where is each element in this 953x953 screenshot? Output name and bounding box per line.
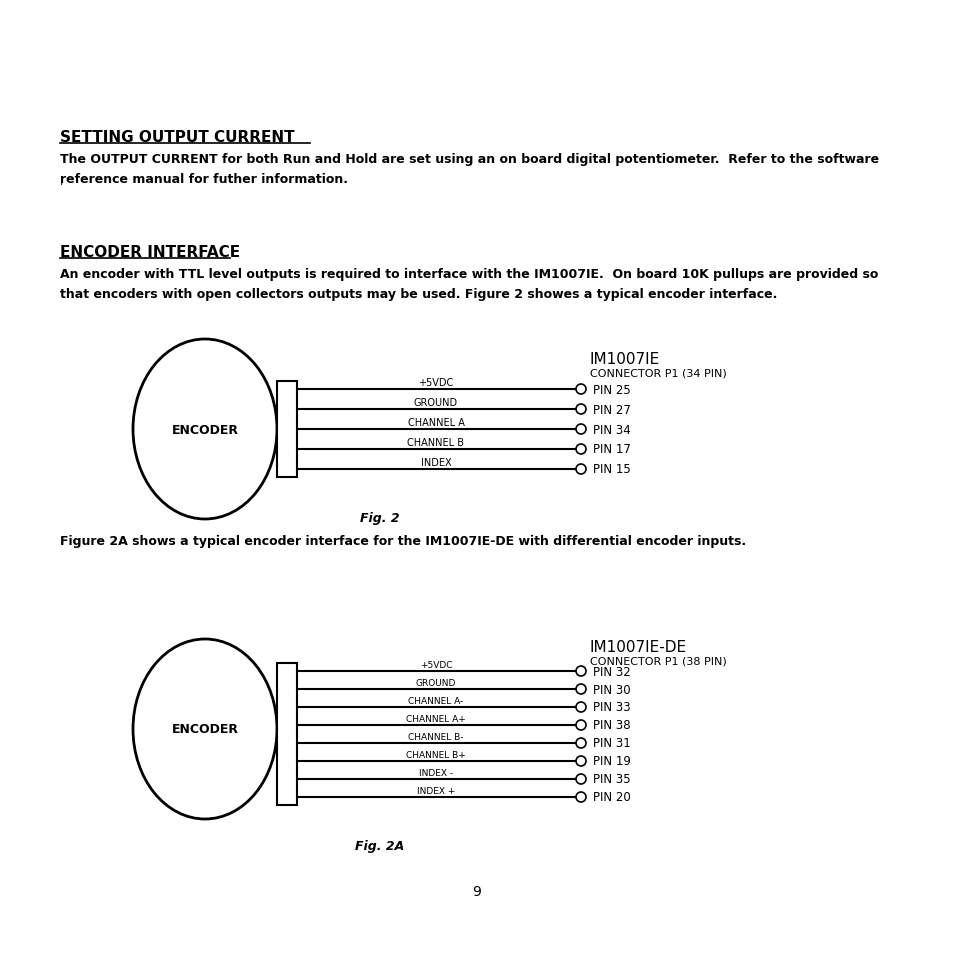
Text: PIN 35: PIN 35 <box>593 773 630 785</box>
Text: GROUND: GROUND <box>416 679 456 687</box>
Text: INDEX +: INDEX + <box>416 786 455 795</box>
Text: INDEX: INDEX <box>420 457 451 468</box>
Text: Fig. 2: Fig. 2 <box>360 512 399 524</box>
Ellipse shape <box>132 339 276 519</box>
Text: IM1007IE: IM1007IE <box>589 352 659 367</box>
Text: 9: 9 <box>472 884 481 898</box>
Text: CHANNEL A+: CHANNEL A+ <box>406 714 465 723</box>
Text: PIN 33: PIN 33 <box>593 700 630 714</box>
Circle shape <box>576 666 585 677</box>
Circle shape <box>576 424 585 435</box>
Text: An encoder with TTL level outputs is required to interface with the IM1007IE.  O: An encoder with TTL level outputs is req… <box>60 268 878 281</box>
Text: CHANNEL B-: CHANNEL B- <box>408 732 463 741</box>
Text: CHANNEL B: CHANNEL B <box>407 437 464 448</box>
Text: that encoders with open collectors outputs may be used. Figure 2 showes a typica: that encoders with open collectors outpu… <box>60 288 777 301</box>
Circle shape <box>576 739 585 748</box>
Circle shape <box>576 774 585 784</box>
Text: CONNECTOR P1 (38 PIN): CONNECTOR P1 (38 PIN) <box>589 656 726 665</box>
Text: INDEX -: INDEX - <box>418 768 453 778</box>
Text: GROUND: GROUND <box>414 397 457 408</box>
Text: PIN 34: PIN 34 <box>593 423 630 436</box>
Text: PIN 30: PIN 30 <box>593 682 630 696</box>
Circle shape <box>576 792 585 802</box>
Circle shape <box>576 444 585 455</box>
Text: Figure 2A shows a typical encoder interface for the IM1007IE-DE with differentia: Figure 2A shows a typical encoder interf… <box>60 535 745 547</box>
Text: The OUTPUT CURRENT for both Run and Hold are set using an on board digital poten: The OUTPUT CURRENT for both Run and Hold… <box>60 152 879 166</box>
Bar <box>276 381 296 477</box>
Text: PIN 20: PIN 20 <box>593 791 630 803</box>
Text: ‘: ‘ <box>60 181 64 191</box>
Circle shape <box>576 757 585 766</box>
Text: reference manual for futher information.: reference manual for futher information. <box>60 172 348 186</box>
Circle shape <box>576 385 585 395</box>
Ellipse shape <box>132 639 276 820</box>
Text: PIN 19: PIN 19 <box>593 755 630 768</box>
Text: PIN 25: PIN 25 <box>593 383 630 396</box>
Text: ENCODER INTERFACE: ENCODER INTERFACE <box>60 245 240 260</box>
Text: ENCODER: ENCODER <box>172 423 238 436</box>
Circle shape <box>576 464 585 475</box>
Text: CHANNEL A: CHANNEL A <box>407 417 464 428</box>
Text: CHANNEL B+: CHANNEL B+ <box>406 750 465 760</box>
Text: IM1007IE-DE: IM1007IE-DE <box>589 639 686 655</box>
Text: PIN 15: PIN 15 <box>593 463 630 476</box>
Text: CHANNEL A-: CHANNEL A- <box>408 697 463 705</box>
Text: ENCODER: ENCODER <box>172 722 238 736</box>
Text: PIN 17: PIN 17 <box>593 443 630 456</box>
Text: +5VDC: +5VDC <box>419 660 452 669</box>
Text: Fig. 2A: Fig. 2A <box>355 840 404 852</box>
Text: PIN 32: PIN 32 <box>593 665 630 678</box>
Text: SETTING OUTPUT CURRENT: SETTING OUTPUT CURRENT <box>60 130 294 145</box>
Circle shape <box>576 684 585 695</box>
Circle shape <box>576 405 585 415</box>
Text: PIN 27: PIN 27 <box>593 403 630 416</box>
Text: PIN 38: PIN 38 <box>593 719 630 732</box>
Text: PIN 31: PIN 31 <box>593 737 630 750</box>
Text: +5VDC: +5VDC <box>418 377 453 388</box>
Circle shape <box>576 702 585 712</box>
Circle shape <box>576 720 585 730</box>
Bar <box>276 663 296 805</box>
Text: CONNECTOR P1 (34 PIN): CONNECTOR P1 (34 PIN) <box>589 368 726 377</box>
